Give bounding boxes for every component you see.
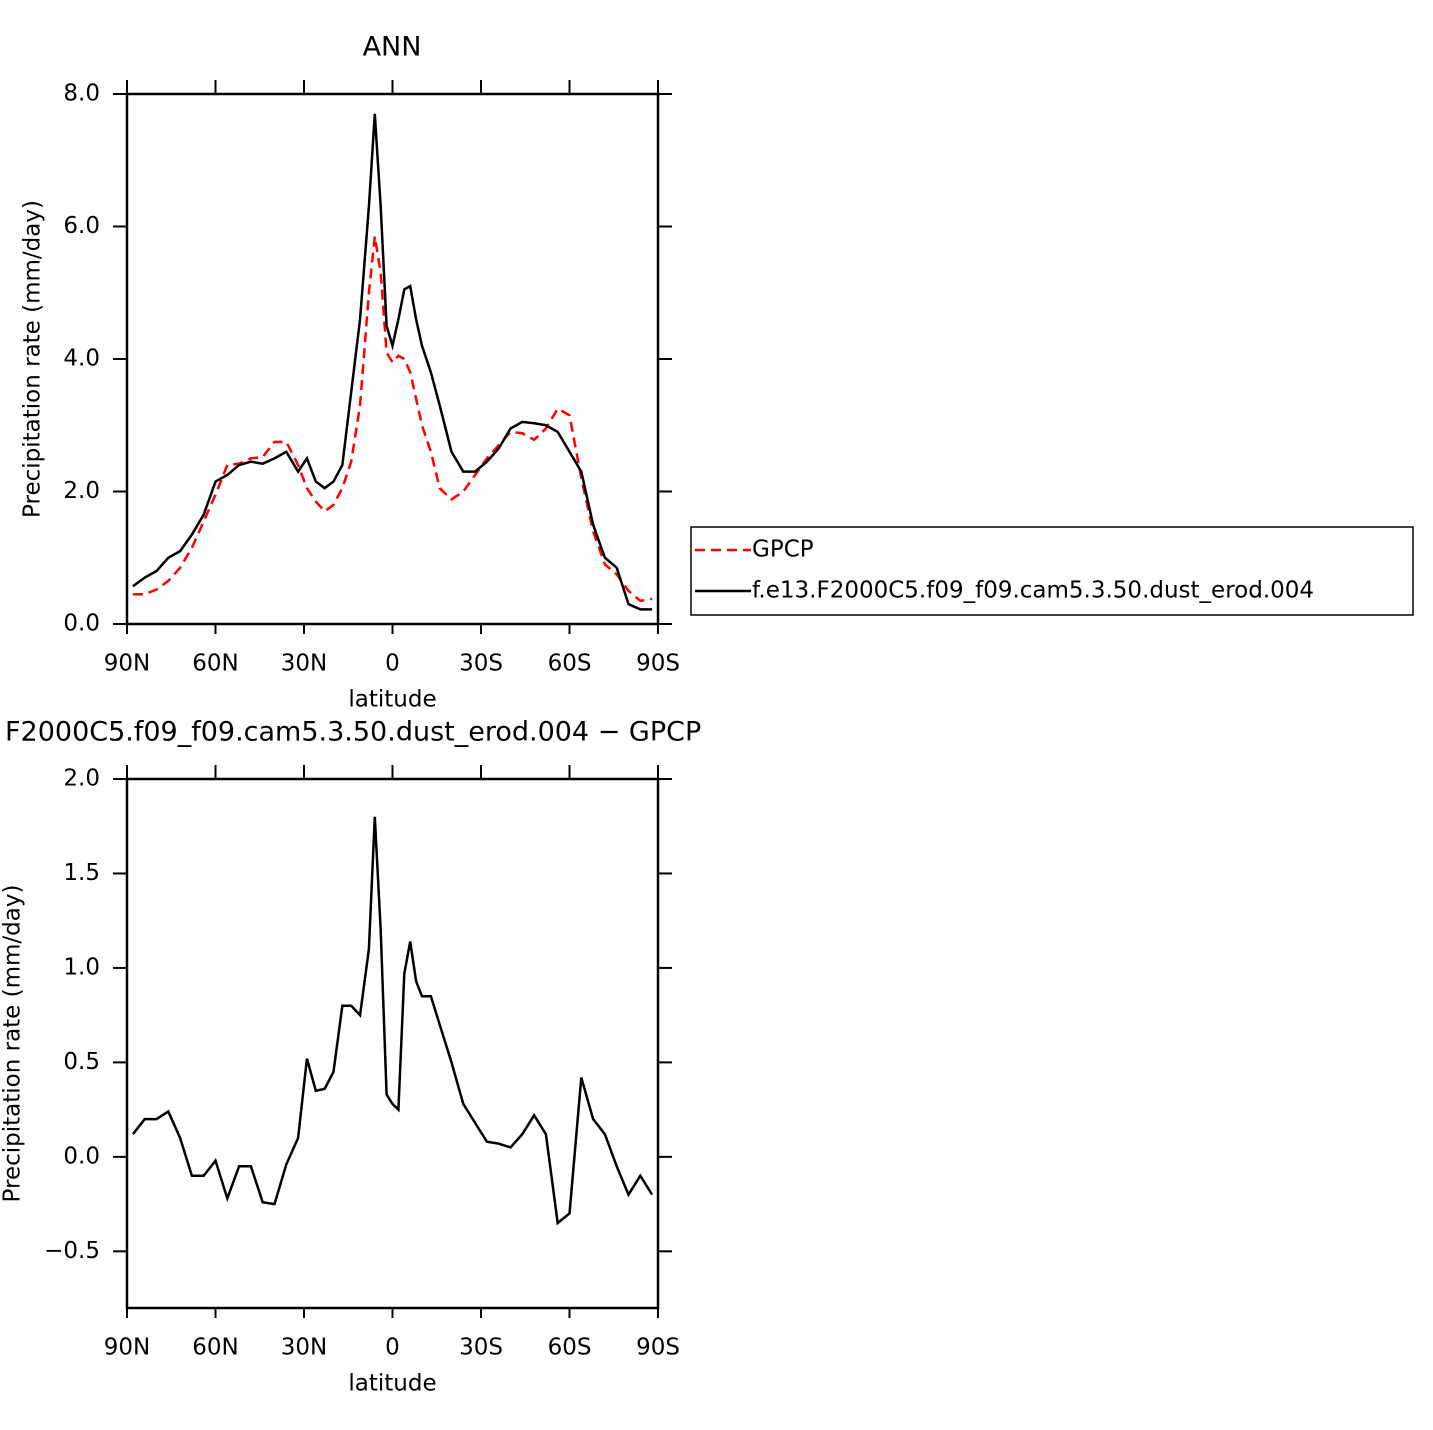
- chart-title: F2000C5.f09_f09.cam5.3.50.dust_erod.004 …: [5, 717, 701, 748]
- x-tick-label: 30S: [459, 1335, 503, 1361]
- x-tick-label: 60S: [548, 651, 592, 677]
- data-line: [131, 816, 654, 1226]
- y-tick-label: 8.0: [63, 81, 100, 107]
- legend-label: GPCP: [752, 537, 814, 563]
- plot-frame: [125, 92, 660, 626]
- chart-title: ANN: [363, 32, 422, 63]
- y-tick-label: 0.0: [63, 1143, 100, 1169]
- y-tick-label: 4.0: [63, 346, 100, 372]
- legend-box: [690, 526, 1414, 616]
- y-tick-label: 0.0: [63, 611, 100, 637]
- x-tick-label: 0: [385, 1335, 400, 1361]
- x-axis-label: latitude: [348, 1371, 436, 1397]
- plot-frame: [125, 777, 660, 1310]
- x-tick-label: 90S: [636, 651, 680, 677]
- y-tick-label: 0.5: [63, 1049, 100, 1075]
- y-tick-label: 1.5: [63, 860, 100, 886]
- y-tick-label: 2.0: [63, 478, 100, 504]
- y-tick-label: 1.0: [63, 954, 100, 980]
- y-axis-label: Precipitation rate (mm/day): [20, 200, 46, 518]
- y-tick-label: 6.0: [63, 213, 100, 239]
- x-tick-label: 0: [385, 651, 400, 677]
- x-tick-label: 90N: [104, 1335, 150, 1361]
- x-tick-label: 90N: [104, 651, 150, 677]
- y-tick-label: 2.0: [63, 766, 100, 792]
- legend-label: f.e13.F2000C5.f09_f09.cam5.3.50.dust_ero…: [752, 578, 1314, 604]
- x-tick-label: 60S: [548, 1335, 592, 1361]
- x-tick-label: 30S: [459, 651, 503, 677]
- y-axis-label: Precipitation rate (mm/day): [0, 885, 26, 1203]
- x-tick-label: 30N: [281, 1335, 327, 1361]
- x-tick-label: 60N: [192, 1335, 238, 1361]
- x-axis-label: latitude: [348, 687, 436, 713]
- y-tick-label: −0.5: [44, 1238, 100, 1264]
- data-line: [132, 113, 653, 611]
- x-tick-label: 90S: [636, 1335, 680, 1361]
- x-tick-label: 30N: [281, 651, 327, 677]
- x-tick-label: 60N: [192, 651, 238, 677]
- data-line: [132, 236, 653, 603]
